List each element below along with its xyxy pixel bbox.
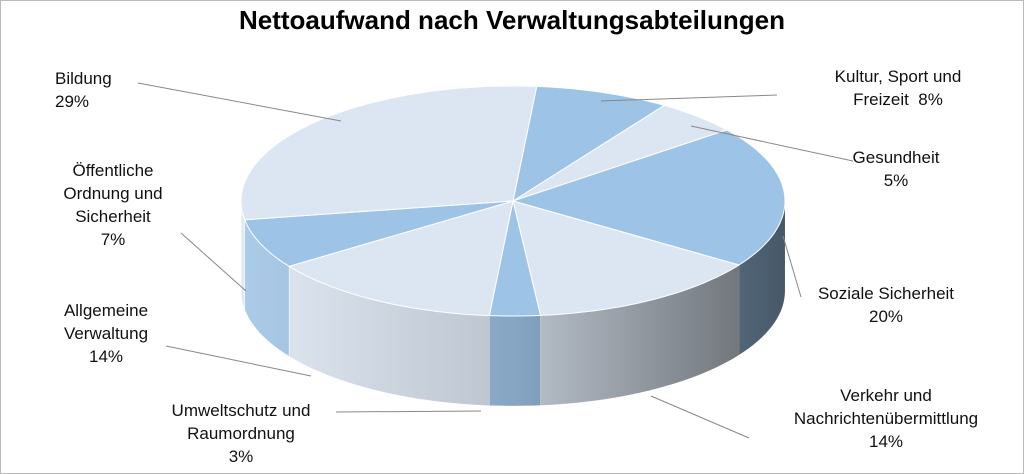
slice xyxy=(488,200,542,317)
slice-label: Gesundheit 5% xyxy=(841,146,951,192)
slice-label: Bildung 29% xyxy=(55,67,165,113)
leader-line xyxy=(650,395,750,439)
category-label: Umweltschutz und Raumordnung xyxy=(171,401,311,443)
slice-label: Verkehr und Nachrichtenübermittlung 14% xyxy=(761,384,1011,453)
chart-title: Nettoaufwand nach Verwaltungsabteilungen xyxy=(238,5,786,35)
slice xyxy=(287,200,514,317)
value-label: 14% xyxy=(88,347,124,366)
slice-label: Umweltschutz und Raumordnung 3% xyxy=(141,399,341,468)
value-label: 8% xyxy=(918,90,943,109)
slice xyxy=(243,200,514,267)
slice-label: Öffentliche Ordnung und Sicherheit 7% xyxy=(48,159,178,251)
category-label: Kultur, Sport und Freizeit xyxy=(834,67,962,109)
category-label: Verkehr und Nachrichtenübermittlung xyxy=(793,386,979,428)
category-label: Öffentliche Ordnung und Sicherheit xyxy=(63,161,163,226)
value-label: 7% xyxy=(100,230,126,249)
category-label: Soziale Sicherheit xyxy=(817,284,955,303)
category-label: Bildung xyxy=(55,69,112,88)
value-label: 14% xyxy=(868,432,904,451)
slice-label: Kultur, Sport und Freizeit 8% xyxy=(813,65,983,111)
category-label: Gesundheit xyxy=(852,148,940,167)
leader-line xyxy=(782,235,802,298)
value-label: 5% xyxy=(883,171,909,190)
slice xyxy=(240,85,538,221)
slice xyxy=(512,104,729,202)
value-label: 3% xyxy=(228,447,254,466)
category-label: Allgemeine Verwaltung xyxy=(63,301,149,343)
slice xyxy=(512,200,741,316)
slice-side xyxy=(489,315,541,407)
leader-line xyxy=(335,410,482,413)
leader-line xyxy=(180,232,247,292)
leader-line xyxy=(690,125,854,162)
slice xyxy=(512,85,666,203)
slice-label: Soziale Sicherheit 20% xyxy=(801,282,971,328)
leader-line xyxy=(165,345,312,377)
value-label: 29% xyxy=(55,92,90,111)
value-label: 20% xyxy=(868,307,904,326)
slice xyxy=(511,129,786,266)
slice-label: Allgemeine Verwaltung 14% xyxy=(41,299,171,368)
leader-line xyxy=(137,82,342,122)
leader-line xyxy=(600,94,778,102)
